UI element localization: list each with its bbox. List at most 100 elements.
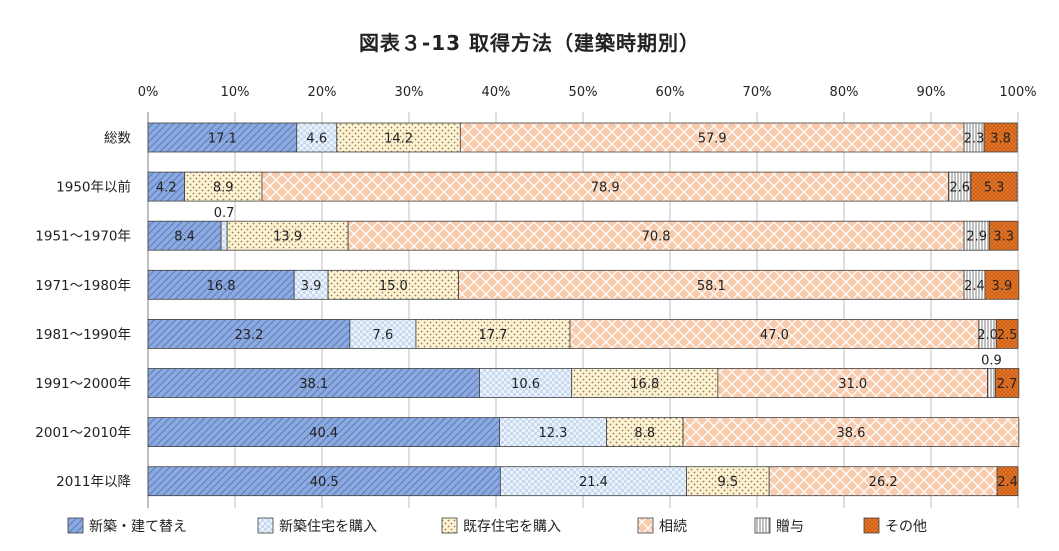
- chart-title: 図表３-13 取得方法（建築時期別）: [358, 31, 701, 55]
- bar-segment: [415, 318, 571, 349]
- data-label: 3.9: [301, 279, 322, 294]
- data-label: 16.8: [630, 377, 659, 392]
- bar-segment: [987, 368, 996, 398]
- legend-swatch: [257, 517, 274, 534]
- category-label: 1951～1970年: [35, 229, 131, 245]
- bar-segment: [984, 269, 1020, 300]
- bar-segment: [963, 220, 990, 251]
- x-tick-label: 100%: [999, 85, 1036, 100]
- category-label: 1991～2000年: [35, 376, 131, 392]
- bar-segment: [458, 269, 965, 300]
- bar-segment: [606, 417, 684, 448]
- x-tick-label: 40%: [482, 85, 511, 100]
- legend-label: 贈与: [776, 519, 804, 535]
- bar-segment: [147, 269, 295, 300]
- data-label: 57.9: [698, 132, 727, 147]
- bar-segment: [147, 417, 500, 448]
- data-label: 40.5: [310, 475, 339, 490]
- bar-segment: [970, 171, 1018, 202]
- data-label: 13.9: [273, 230, 302, 245]
- data-label: 8.9: [213, 181, 234, 196]
- legend-label: 既存住宅を購入: [463, 519, 561, 535]
- data-label: 78.9: [591, 181, 620, 196]
- x-tick-label: 70%: [743, 85, 772, 100]
- data-label: 0.7: [214, 206, 235, 221]
- x-tick-label: 60%: [656, 85, 685, 100]
- bar-segment: [261, 171, 949, 202]
- bar-segment: [499, 417, 607, 448]
- data-label: 10.6: [511, 377, 540, 392]
- legend-label: 新築住宅を購入: [279, 519, 377, 535]
- bar-segment: [347, 220, 965, 251]
- bar-segment: [459, 122, 965, 153]
- x-tick-label: 90%: [917, 85, 946, 100]
- data-label: 23.2: [234, 328, 263, 343]
- x-tick-label: 50%: [569, 85, 598, 100]
- bar-segment: [994, 368, 1020, 398]
- bar-segment: [571, 368, 719, 398]
- data-label: 2.7: [997, 377, 1018, 392]
- legend-swatch: [863, 517, 880, 534]
- bar-segment: [327, 269, 459, 300]
- data-label: 17.7: [478, 328, 507, 343]
- data-label: 3.9: [992, 279, 1013, 294]
- data-label: 4.6: [306, 132, 327, 147]
- data-label: 47.0: [760, 328, 789, 343]
- legend-swatch: [67, 517, 84, 534]
- legend-label: その他: [885, 519, 927, 535]
- legend-swatch: [637, 517, 654, 534]
- data-label: 12.3: [539, 426, 568, 441]
- bar-segment: [996, 466, 1019, 497]
- data-label: 2.9: [966, 230, 987, 245]
- bar-segment: [479, 368, 573, 398]
- x-tick-label: 0%: [138, 85, 159, 100]
- x-tick-label: 80%: [830, 85, 859, 100]
- data-label: 38.6: [836, 426, 865, 441]
- data-label: 8.8: [634, 426, 655, 441]
- data-label: 38.1: [299, 377, 328, 392]
- data-label: 2.6: [949, 181, 970, 196]
- legend-label: 新築・建て替え: [89, 519, 187, 535]
- data-label: 3.8: [990, 132, 1011, 147]
- category-label: 1981～1990年: [35, 327, 131, 343]
- data-label: 14.2: [384, 132, 413, 147]
- bar-segment: [682, 417, 1020, 448]
- category-label: 2001～2010年: [35, 425, 131, 441]
- bar-segment: [569, 318, 980, 349]
- x-tick-label: 20%: [308, 85, 337, 100]
- bar-segment: [336, 122, 461, 153]
- bar-segment: [293, 269, 329, 300]
- data-label: 2.5: [997, 328, 1018, 343]
- data-label: 9.5: [718, 475, 739, 490]
- data-label: 26.2: [869, 475, 898, 490]
- data-label: 2.0: [977, 328, 998, 343]
- bar-segment: [220, 220, 228, 251]
- data-label: 7.6: [373, 328, 394, 343]
- data-label: 2.3: [964, 132, 985, 147]
- category-label: 1950年以前: [56, 179, 131, 196]
- bar-segment: [988, 220, 1019, 251]
- bar-segment: [768, 466, 998, 497]
- bar-segment: [349, 318, 417, 349]
- data-label: 2.4: [997, 475, 1018, 490]
- legend-swatch: [754, 517, 771, 534]
- category-label: 2011年以降: [56, 474, 131, 490]
- bar-segment: [147, 220, 222, 251]
- x-tick-label: 30%: [395, 85, 424, 100]
- data-label: 0.9: [981, 354, 1002, 369]
- data-label: 40.4: [309, 426, 338, 441]
- data-label: 8.4: [174, 230, 195, 245]
- data-label: 70.8: [642, 230, 671, 245]
- bar-segment: [147, 368, 480, 398]
- category-label: 1971～1980年: [35, 278, 131, 294]
- legend-label: 相続: [659, 518, 687, 535]
- data-label: 21.4: [579, 475, 608, 490]
- legend-swatch: [441, 517, 458, 534]
- category-label: 総数: [104, 131, 131, 147]
- bar-segment: [147, 122, 298, 153]
- data-label: 2.4: [964, 279, 985, 294]
- bar-segment: [147, 318, 351, 349]
- bar-segment: [995, 318, 1019, 349]
- x-tick-label: 10%: [221, 85, 250, 100]
